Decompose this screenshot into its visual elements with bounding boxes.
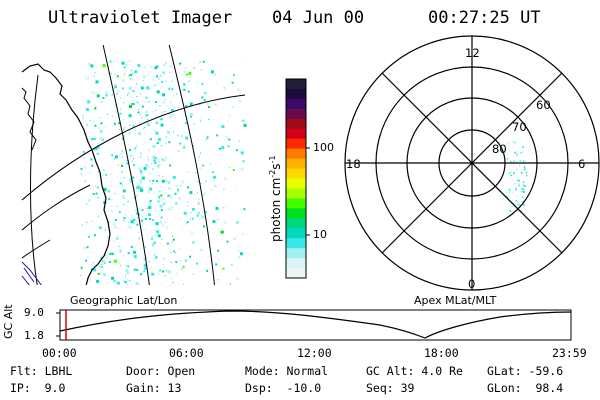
time-label: 00:27:25 UT	[428, 8, 541, 28]
time-tick-1800: 18:00	[424, 346, 459, 360]
lat-lon-grid	[21, 45, 246, 285]
time-tick-0000: 00:00	[42, 346, 77, 360]
info-glat: GLat: -59.6	[487, 364, 564, 378]
mlt-label-0: 0	[468, 277, 476, 291]
altitude-tick-high: 9.0	[24, 306, 44, 319]
info-gain: Gain: 13	[126, 381, 182, 395]
info-flt: Flt: LBHL	[10, 364, 73, 378]
info-mode: Mode: Normal	[245, 364, 329, 378]
info-door: Door: Open	[126, 364, 196, 378]
polar-panel-caption: Apex MLat/MLT	[414, 294, 497, 307]
uv-emission-speckles	[80, 60, 247, 285]
mlt-label-6: 6	[578, 157, 586, 171]
info-seq: Seq: 39	[366, 381, 415, 395]
mlt-label-18: 18	[346, 157, 361, 171]
coastline	[21, 63, 111, 285]
altitude-plot	[56, 309, 572, 341]
time-tick-0600: 06:00	[169, 346, 204, 360]
altitude-tick-low: 1.8	[24, 329, 44, 342]
lat-label-70: 70	[512, 120, 527, 134]
mlt-label-12: 12	[465, 46, 480, 60]
date-label: 04 Jun 00	[272, 8, 365, 28]
altitude-axis-title: GC Alt	[2, 304, 15, 339]
info-glon: GLon: 98.4	[487, 381, 564, 395]
altitude-curve	[59, 310, 572, 339]
blue-region	[21, 261, 42, 285]
app-title: Ultraviolet Imager	[48, 8, 233, 28]
info-ip: IP: 9.0	[10, 381, 66, 395]
lat-label-80: 80	[492, 142, 507, 156]
polar-emission-speckles	[506, 141, 528, 215]
info-gc-alt: GC Alt: 4.0 Re	[366, 364, 463, 378]
lat-label-60: 60	[536, 98, 551, 112]
time-tick-2359: 23:59	[552, 346, 587, 360]
coastline-west	[21, 87, 37, 151]
colorbar-tick-10: 10	[313, 228, 327, 241]
colorbar-unit-label: photon cm-2s-1	[268, 155, 283, 242]
info-dsp: Dsp: -10.0	[245, 381, 322, 395]
polar-plot	[344, 35, 600, 291]
left-panel-caption: Geographic Lat/Lon	[70, 294, 178, 307]
colorbar-tick-100: 100	[313, 141, 334, 154]
colorbar	[285, 78, 310, 279]
time-tick-1200: 12:00	[297, 346, 332, 360]
geographic-image-panel	[21, 45, 247, 285]
